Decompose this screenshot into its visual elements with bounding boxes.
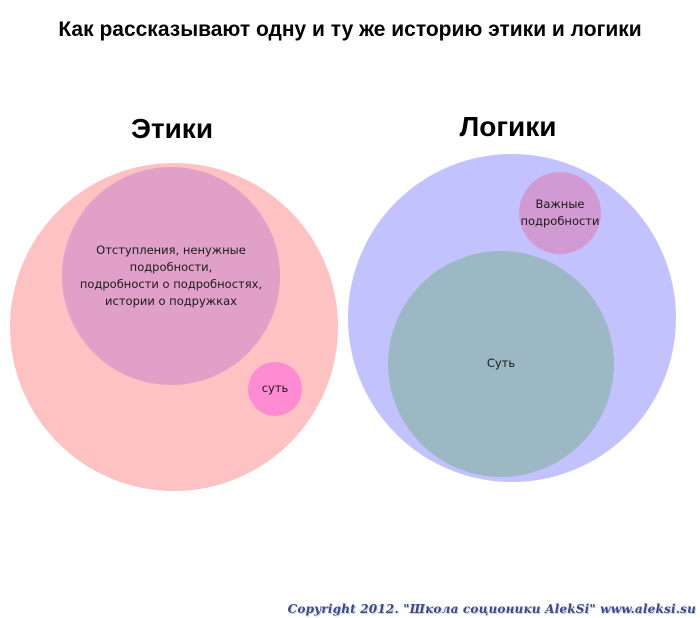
page-title: Как рассказывают одну и ту же историю эт… [58,18,642,41]
ethics-details-line: истории о подружках [105,294,237,308]
ethics-heading: Этики [130,113,214,144]
ethics-details-line: Отступления, ненужные [96,243,246,257]
ethics-details-line: подробности, [129,260,213,274]
ethics-details-label: Отступления, ненужные подробности, подро… [62,242,280,310]
ethics-essence-circle [248,362,302,416]
logic-essence-label: Суть [486,356,516,370]
logic-details-line: подробности [520,214,600,228]
copyright-watermark: Copyright 2012. "Школа соционики AlekSi"… [287,602,696,616]
ethics-essence-label: суть [261,381,289,395]
logic-details-circle [519,172,601,254]
ethics-details-line: подробности о подробностях, [79,277,263,291]
logic-heading: Логики [459,111,557,142]
ethics-details-circle [62,167,280,385]
logic-essence-circle [388,251,614,477]
logic-details-label: Важные подробности [509,196,611,230]
logic-details-line: Важные [535,197,585,211]
